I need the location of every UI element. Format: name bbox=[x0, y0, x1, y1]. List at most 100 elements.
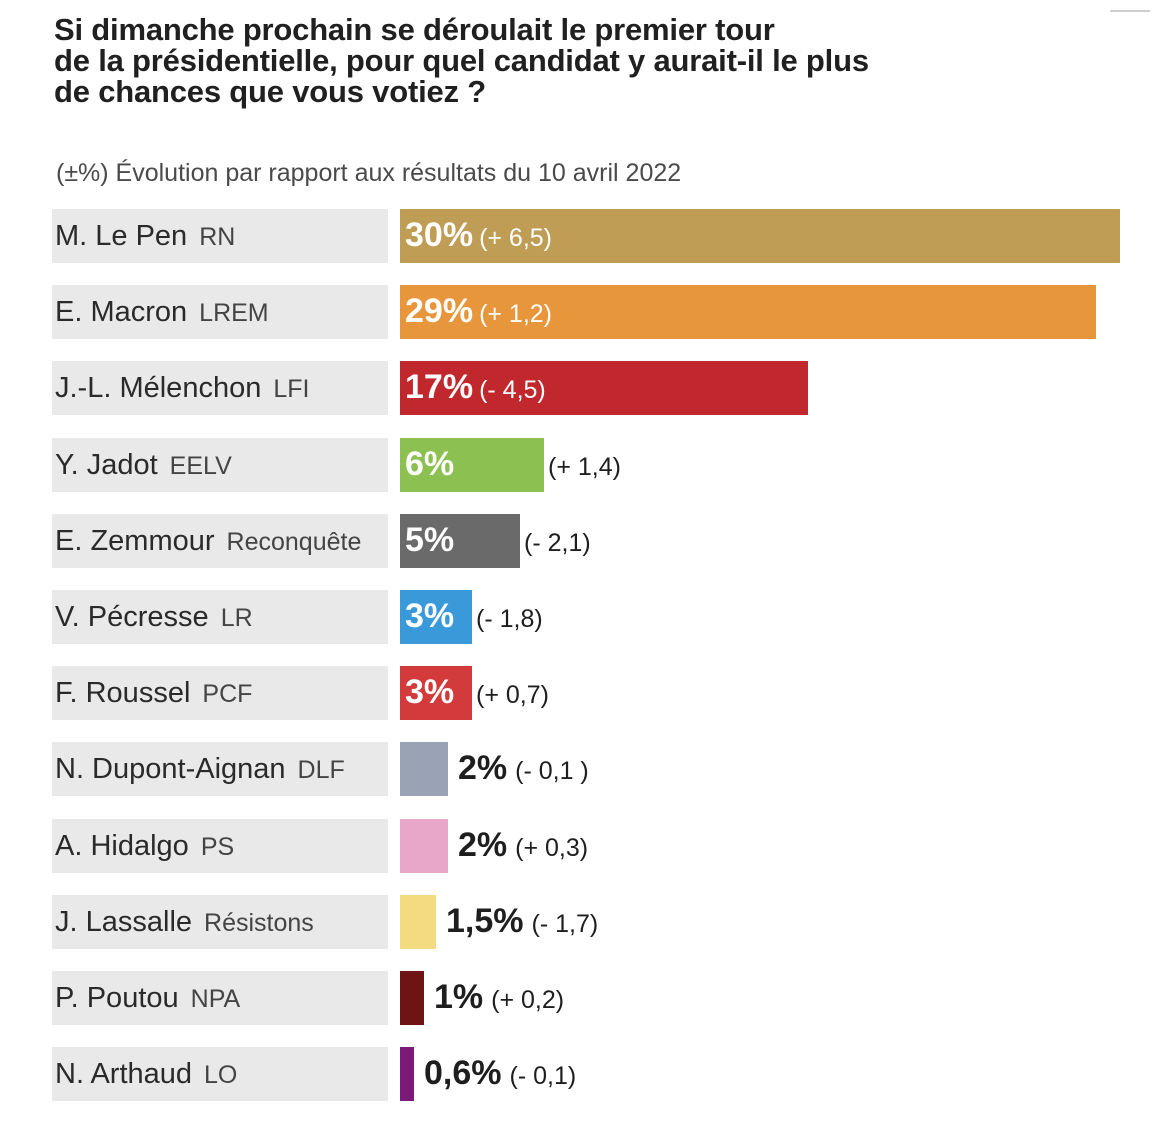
candidate-row: N. Dupont-Aignan DLF 2% (- 0,1 ) bbox=[52, 742, 1132, 796]
bar-value-group: 2% (- 0,1 ) bbox=[458, 742, 589, 797]
candidate-name: P. Poutou NPA bbox=[55, 971, 240, 1026]
candidate-label: P. Poutou NPA bbox=[52, 971, 388, 1025]
chart-title-line-2: de la présidentielle, pour quel candidat… bbox=[54, 43, 869, 78]
bar bbox=[400, 209, 1120, 263]
candidate-name-text: F. Roussel bbox=[55, 677, 191, 709]
party-name: RN bbox=[199, 223, 236, 251]
candidate-label: F. Roussel PCF bbox=[52, 666, 388, 720]
candidate-name-text: P. Poutou bbox=[55, 982, 179, 1014]
change-label: (- 2,1) bbox=[524, 529, 591, 557]
bar-value-group: 2% (+ 0,3) bbox=[458, 819, 588, 874]
candidate-name-text: Y. Jadot bbox=[55, 449, 158, 481]
change-label: (+ 0,2) bbox=[491, 986, 565, 1014]
candidate-label: N. Dupont-Aignan DLF bbox=[52, 742, 388, 796]
party-name: PS bbox=[200, 833, 235, 861]
bar-value-group: 1% (+ 0,2) bbox=[434, 971, 564, 1026]
bar-value-group: 0,6% (- 0,1) bbox=[424, 1047, 576, 1102]
candidate-name-text: E. Zemmour bbox=[55, 525, 215, 557]
bar bbox=[400, 285, 1096, 339]
value-label: 5% bbox=[405, 521, 455, 559]
bar-value-group: 6% bbox=[405, 438, 454, 490]
value-label: 30% bbox=[405, 216, 474, 254]
top-divider bbox=[1110, 10, 1150, 12]
value-label: 2% bbox=[458, 749, 508, 787]
change-label: (- 4,5) bbox=[479, 376, 546, 404]
change-label: (+ 1,2) bbox=[479, 300, 553, 328]
candidate-label: J.-L. Mélenchon LFI bbox=[52, 361, 388, 415]
candidate-row: F. Roussel PCF 3% (+ 0,7) bbox=[52, 666, 1132, 720]
bar bbox=[400, 742, 448, 796]
candidate-name-text: V. Pécresse bbox=[55, 601, 209, 633]
value-label: 1,5% bbox=[446, 902, 524, 940]
bar bbox=[400, 819, 448, 873]
candidate-label: M. Le Pen RN bbox=[52, 209, 388, 263]
change-label: (+ 6,5) bbox=[479, 224, 553, 252]
party-name: LREM bbox=[199, 299, 269, 327]
candidate-name: E. Macron LREM bbox=[55, 285, 269, 340]
candidate-name-text: N. Dupont-Aignan bbox=[55, 753, 286, 785]
candidate-name: A. Hidalgo PS bbox=[55, 819, 234, 874]
party-name: Résistons bbox=[204, 909, 314, 937]
change-label: (- 0,1 ) bbox=[515, 757, 589, 785]
candidate-label: A. Hidalgo PS bbox=[52, 819, 388, 873]
party-name: LR bbox=[220, 604, 253, 632]
candidate-name: E. Zemmour Reconquête bbox=[55, 514, 361, 569]
bar bbox=[400, 895, 436, 949]
change-label: (+ 1,4) bbox=[548, 453, 621, 481]
party-name: NPA bbox=[190, 985, 241, 1013]
change-label: (- 0,1) bbox=[509, 1062, 577, 1090]
party-name: LFI bbox=[273, 375, 310, 403]
candidate-name-text: J.-L. Mélenchon bbox=[55, 372, 262, 404]
candidate-label: E. Zemmour Reconquête bbox=[52, 514, 388, 568]
candidate-row: P. Poutou NPA 1% (+ 0,2) bbox=[52, 971, 1132, 1025]
candidate-name: M. Le Pen RN bbox=[55, 209, 235, 264]
candidate-name-text: E. Macron bbox=[55, 296, 188, 328]
value-label: 17% bbox=[405, 368, 474, 406]
party-name: PCF bbox=[202, 680, 253, 708]
candidate-name: N. Dupont-Aignan DLF bbox=[55, 742, 345, 797]
value-label: 2% bbox=[458, 826, 508, 864]
bar-value-group: 1,5% (- 1,7) bbox=[446, 895, 598, 950]
candidate-row: E. Zemmour Reconquête 5% (- 2,1) bbox=[52, 514, 1132, 568]
party-name: EELV bbox=[169, 452, 232, 480]
change-label: (+ 0,7) bbox=[476, 681, 549, 709]
candidate-label: Y. Jadot EELV bbox=[52, 438, 388, 492]
chart-title-line-3: de chances que vous votiez ? bbox=[54, 74, 486, 109]
candidate-name-text: A. Hidalgo bbox=[55, 830, 189, 862]
value-label: 0,6% bbox=[424, 1054, 502, 1092]
candidate-row: E. Macron LREM 29% (+ 1,2) bbox=[52, 285, 1132, 339]
candidate-label: N. Arthaud LO bbox=[52, 1047, 388, 1101]
candidate-row: J. Lassalle Résistons 1,5% (- 1,7) bbox=[52, 895, 1132, 949]
bar bbox=[400, 1047, 414, 1101]
candidate-name: F. Roussel PCF bbox=[55, 666, 252, 721]
bar bbox=[400, 438, 544, 492]
candidate-label: V. Pécresse LR bbox=[52, 590, 388, 644]
candidate-row: V. Pécresse LR 3% (- 1,8) bbox=[52, 590, 1132, 644]
candidate-name: J. Lassalle Résistons bbox=[55, 895, 314, 950]
value-label: 1% bbox=[434, 978, 484, 1016]
candidate-name: J.-L. Mélenchon LFI bbox=[55, 361, 309, 416]
candidate-name-text: M. Le Pen bbox=[55, 220, 188, 252]
bar-value-group: 29% (+ 1,2) bbox=[405, 285, 552, 340]
candidate-row: A. Hidalgo PS 2% (+ 0,3) bbox=[52, 819, 1132, 873]
value-label: 3% bbox=[405, 673, 455, 711]
bar bbox=[400, 590, 472, 644]
chart-title: Si dimanche prochain se déroulait le pre… bbox=[54, 14, 1054, 107]
candidate-label: E. Macron LREM bbox=[52, 285, 388, 339]
candidate-name-text: J. Lassalle bbox=[55, 906, 193, 938]
party-name: DLF bbox=[297, 756, 345, 784]
change-label: (+ 0,3) bbox=[515, 834, 589, 862]
candidate-name-text: N. Arthaud bbox=[55, 1058, 193, 1090]
candidate-row: J.-L. Mélenchon LFI 17% (- 4,5) bbox=[52, 361, 1132, 415]
bar bbox=[400, 971, 424, 1025]
bar-value-group: 30% (+ 6,5) bbox=[405, 209, 552, 264]
candidate-row: Y. Jadot EELV 6% (+ 1,4) bbox=[52, 438, 1132, 492]
value-label: 29% bbox=[405, 292, 474, 330]
candidate-name: N. Arthaud LO bbox=[55, 1047, 237, 1102]
bar-value-group: 3% bbox=[405, 666, 454, 718]
bar-value-group: 3% bbox=[405, 590, 454, 642]
candidate-label: J. Lassalle Résistons bbox=[52, 895, 388, 949]
value-label: 3% bbox=[405, 597, 455, 635]
candidate-row: N. Arthaud LO 0,6% (- 0,1) bbox=[52, 1047, 1132, 1101]
value-label: 6% bbox=[405, 445, 455, 483]
